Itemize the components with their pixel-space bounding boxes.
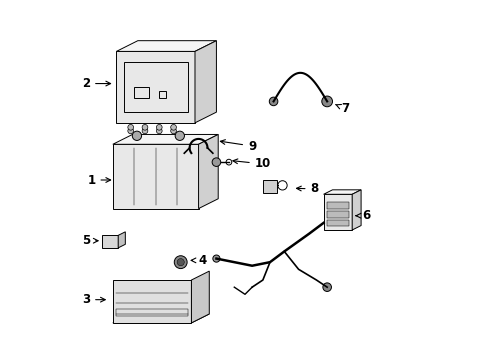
- Polygon shape: [102, 235, 118, 248]
- Bar: [327, 202, 348, 208]
- Circle shape: [171, 125, 176, 130]
- Polygon shape: [198, 134, 218, 208]
- Circle shape: [270, 97, 278, 106]
- Circle shape: [142, 125, 148, 130]
- Circle shape: [213, 255, 220, 262]
- Text: 8: 8: [296, 183, 319, 195]
- Polygon shape: [192, 271, 209, 323]
- Polygon shape: [352, 190, 361, 230]
- Text: 3: 3: [82, 293, 105, 306]
- Polygon shape: [118, 232, 125, 248]
- Polygon shape: [195, 41, 217, 123]
- Bar: [159, 91, 167, 98]
- Bar: [117, 309, 188, 316]
- Polygon shape: [113, 280, 192, 323]
- Circle shape: [177, 258, 184, 266]
- Polygon shape: [323, 194, 352, 230]
- Text: 1: 1: [87, 174, 111, 186]
- Circle shape: [142, 128, 148, 134]
- Circle shape: [132, 131, 142, 140]
- Text: 5: 5: [82, 234, 98, 247]
- Circle shape: [128, 125, 134, 130]
- Polygon shape: [323, 190, 361, 194]
- Bar: [327, 220, 348, 226]
- Text: 10: 10: [233, 157, 271, 170]
- Circle shape: [323, 283, 331, 292]
- Polygon shape: [117, 41, 217, 51]
- Circle shape: [212, 158, 220, 166]
- Circle shape: [174, 256, 187, 269]
- Circle shape: [156, 128, 162, 134]
- Circle shape: [128, 128, 134, 134]
- Polygon shape: [263, 180, 277, 193]
- Text: 4: 4: [191, 254, 206, 267]
- Text: 6: 6: [356, 209, 370, 222]
- Polygon shape: [117, 51, 195, 123]
- Circle shape: [156, 125, 162, 130]
- Circle shape: [175, 131, 184, 140]
- Circle shape: [171, 128, 176, 134]
- Polygon shape: [113, 134, 218, 144]
- Text: 7: 7: [336, 102, 349, 115]
- Bar: [134, 87, 148, 98]
- Text: 2: 2: [82, 77, 111, 90]
- Circle shape: [322, 96, 333, 107]
- Bar: [327, 211, 348, 217]
- Text: 9: 9: [220, 140, 256, 153]
- Polygon shape: [113, 314, 209, 323]
- Polygon shape: [113, 144, 198, 208]
